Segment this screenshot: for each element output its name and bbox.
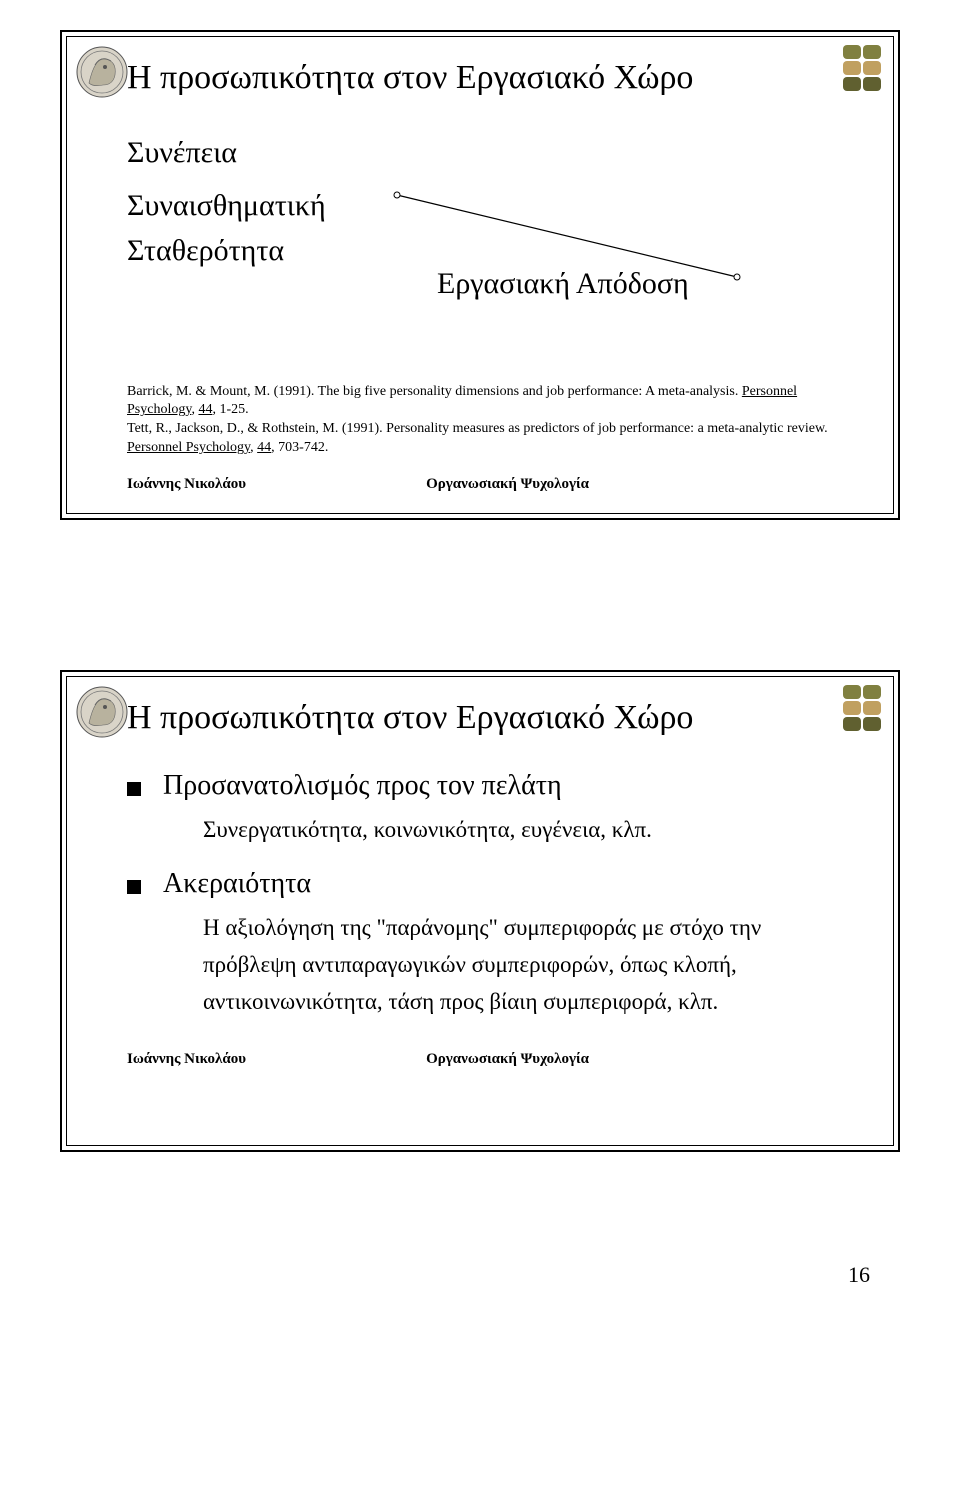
- logo-coin-icon: [75, 685, 129, 739]
- ref-2: Tett, R., Jackson, D., & Rothstein, M. (…: [127, 420, 853, 458]
- slide1-footer: Ιωάννης Νικολάου Οργανωσιακή Ψυχολογία: [127, 476, 853, 493]
- ref2-journal: Personnel Psychology: [127, 440, 250, 455]
- ref1-pages: , 1-25.: [212, 402, 248, 417]
- slide-1-inner: Η προσωπικότητα στον Εργασιακό Χώρο Συνέ…: [66, 36, 894, 514]
- slide-2-inner: Η προσωπικότητα στον Εργασιακό Χώρο Προσ…: [66, 676, 894, 1146]
- bullet-1-text: Προσανατολισμός προς τον πελάτη: [163, 770, 562, 802]
- footer-author: Ιωάννης Νικολάου: [127, 1051, 246, 1068]
- ref1-vol: 44: [198, 402, 212, 417]
- performance-label: Εργασιακή Απόδοση: [437, 267, 689, 301]
- footer-author: Ιωάννης Νικολάου: [127, 476, 246, 493]
- footer-course: Οργανωσιακή Ψυχολογία: [426, 1051, 589, 1068]
- slide2-footer: Ιωάννης Νικολάου Οργανωσιακή Ψυχολογία: [127, 1051, 853, 1068]
- slide-1-title: Η προσωπικότητα στον Εργασιακό Χώρο: [127, 57, 853, 100]
- page-number: 16: [60, 1262, 900, 1288]
- bullet-2: Ακεραιότητα: [127, 868, 853, 900]
- ref2-pages: , 703-742.: [271, 440, 328, 455]
- bullet-square-icon: [127, 880, 141, 894]
- grid-icon: [843, 45, 881, 91]
- ref2-text-a: Tett, R., Jackson, D., & Rothstein, M. (…: [127, 421, 828, 436]
- bullet-square-icon: [127, 782, 141, 796]
- bullet-1: Προσανατολισμός προς τον πελάτη: [127, 770, 853, 802]
- logo-coin-icon: [75, 45, 129, 99]
- ref-1: Barrick, M. & Mount, M. (1991). The big …: [127, 383, 853, 421]
- bullet-2-sub: Η αξιολόγηση της "παράνομης" συμπεριφορά…: [203, 910, 843, 1020]
- page: Η προσωπικότητα στον Εργασιακό Χώρο Συνέ…: [0, 0, 960, 1318]
- bullet-2-text: Ακεραιότητα: [163, 868, 311, 900]
- slide1-line1: Συνέπεια: [127, 130, 853, 175]
- slide-2-title: Η προσωπικότητα στον Εργασιακό Χώρο: [127, 697, 853, 740]
- footer-course: Οργανωσιακή Ψυχολογία: [426, 476, 589, 493]
- references: Barrick, M. & Mount, M. (1991). The big …: [127, 383, 853, 459]
- bullet-1-sub: Συνεργατικότητα, κοινωνικότητα, ευγένεια…: [203, 812, 823, 849]
- slide-2: Η προσωπικότητα στον Εργασιακό Χώρο Προσ…: [60, 670, 900, 1152]
- grid-icon: [843, 685, 881, 731]
- bullet-block: Προσανατολισμός προς τον πελάτη Συνεργατ…: [127, 770, 853, 1021]
- ref2-vol: 44: [257, 440, 271, 455]
- ref1-text-a: Barrick, M. & Mount, M. (1991). The big …: [127, 384, 742, 399]
- slide-1: Η προσωπικότητα στον Εργασιακό Χώρο Συνέ…: [60, 30, 900, 520]
